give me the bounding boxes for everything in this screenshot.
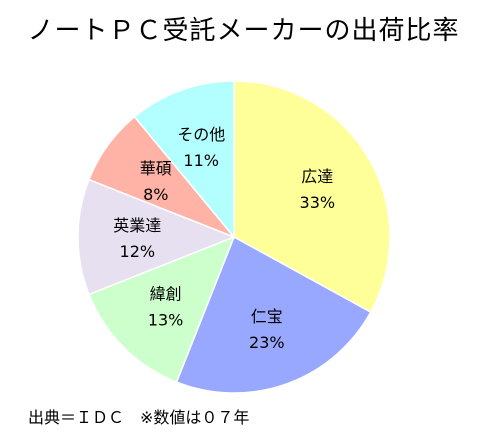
slice-label-other: その他 (177, 125, 225, 144)
slice-label-compal: 仁宝 (251, 307, 283, 326)
pie-slice-compal (175, 235, 372, 394)
slice-label-inventec: 英業達 (113, 216, 161, 235)
slice-percent-inventec: 12% (120, 242, 156, 261)
pie-slice-quanta (233, 80, 391, 314)
slice-percent-wistron: 13% (148, 310, 184, 329)
pie-slice-other (133, 80, 235, 240)
pie-slice-inventec (77, 178, 237, 296)
pie-labels: 広達 33% 仁宝 23% 緯創 13% 英業達 12% 華碩 8% その他 11% (113, 125, 335, 352)
pie-slice-wistron (87, 235, 236, 384)
slice-percent-other: 11% (183, 151, 219, 170)
pie-slices (77, 80, 391, 394)
slice-label-quanta: 広達 (301, 167, 333, 186)
slice-percent-asus: 8% (143, 185, 168, 204)
slice-percent-compal: 23% (249, 333, 285, 352)
slice-label-asus: 華碩 (140, 159, 172, 178)
source-note: 出典＝ＩＤＣ ※数値は０７年 (28, 408, 250, 427)
chart-title: ノートＰＣ受託メーカーの出荷比率 (27, 16, 460, 46)
slice-percent-quanta: 33% (300, 193, 336, 212)
slice-label-wistron: 緯創 (150, 284, 182, 303)
